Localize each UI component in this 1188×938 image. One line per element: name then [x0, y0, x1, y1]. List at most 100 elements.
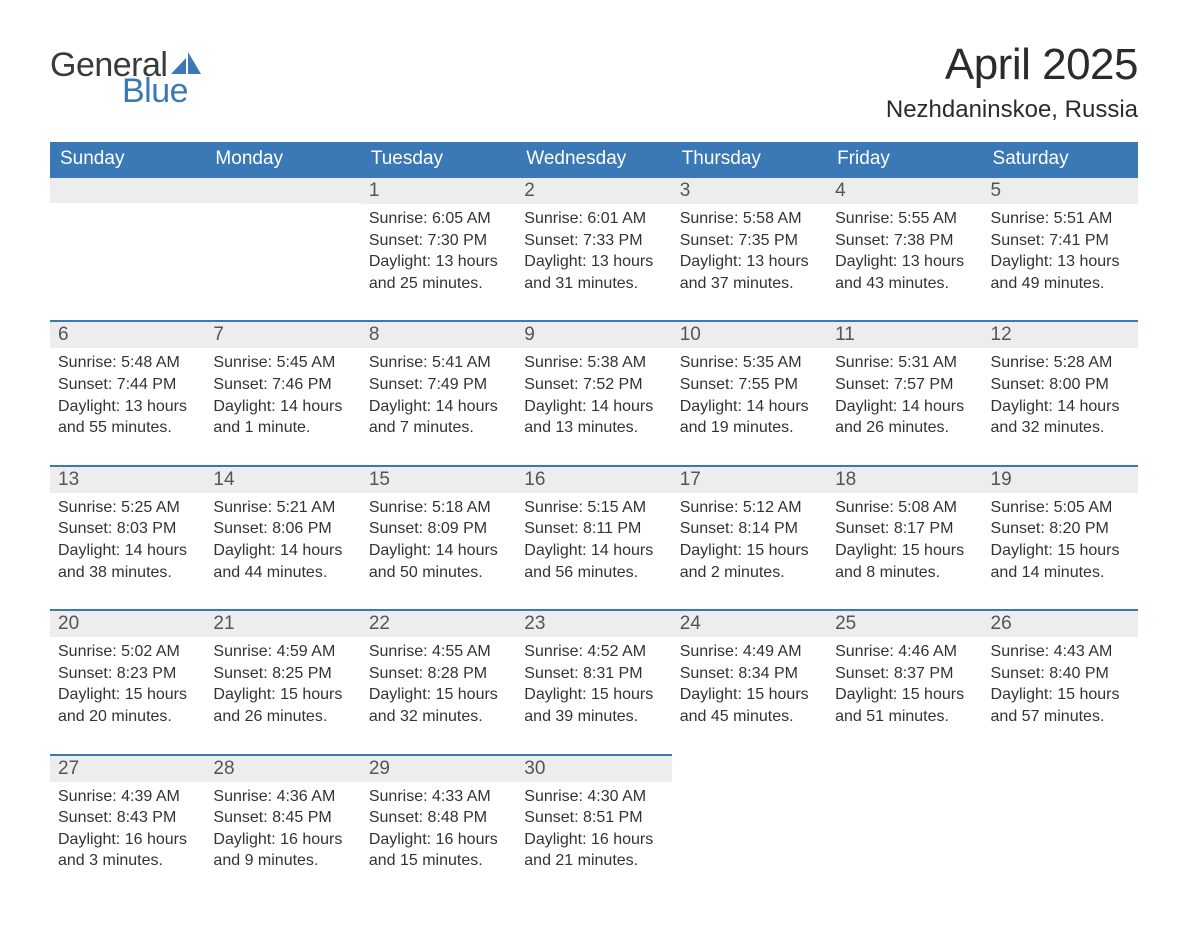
calendar-day — [205, 177, 360, 321]
day-details — [50, 203, 205, 303]
day-header: Saturday — [983, 142, 1138, 177]
location-label: Nezhdaninskoe, Russia — [886, 96, 1138, 124]
day-details: Sunrise: 5:58 AMSunset: 7:35 PMDaylight:… — [672, 204, 827, 320]
calendar-day: 11Sunrise: 5:31 AMSunset: 7:57 PMDayligh… — [827, 321, 982, 465]
calendar-day: 12Sunrise: 5:28 AMSunset: 8:00 PMDayligh… — [983, 321, 1138, 465]
day-details: Sunrise: 5:45 AMSunset: 7:46 PMDaylight:… — [205, 348, 360, 464]
calendar-day: 24Sunrise: 4:49 AMSunset: 8:34 PMDayligh… — [672, 610, 827, 754]
day-details: Sunrise: 4:49 AMSunset: 8:34 PMDaylight:… — [672, 637, 827, 753]
calendar-day: 27Sunrise: 4:39 AMSunset: 8:43 PMDayligh… — [50, 755, 205, 898]
calendar-day — [50, 177, 205, 321]
day-details: Sunrise: 5:48 AMSunset: 7:44 PMDaylight:… — [50, 348, 205, 464]
calendar-day — [672, 755, 827, 898]
day-header-row: Sunday Monday Tuesday Wednesday Thursday… — [50, 142, 1138, 177]
calendar-day: 10Sunrise: 5:35 AMSunset: 7:55 PMDayligh… — [672, 321, 827, 465]
day-number: 30 — [516, 756, 671, 782]
day-number: 15 — [361, 467, 516, 493]
calendar-day: 25Sunrise: 4:46 AMSunset: 8:37 PMDayligh… — [827, 610, 982, 754]
day-details: Sunrise: 6:01 AMSunset: 7:33 PMDaylight:… — [516, 204, 671, 320]
calendar-day: 1Sunrise: 6:05 AMSunset: 7:30 PMDaylight… — [361, 177, 516, 321]
calendar-day: 4Sunrise: 5:55 AMSunset: 7:38 PMDaylight… — [827, 177, 982, 321]
header: General Blue April 2025 Nezhdaninskoe, R… — [50, 40, 1138, 124]
day-details: Sunrise: 4:39 AMSunset: 8:43 PMDaylight:… — [50, 782, 205, 898]
day-number: 3 — [672, 178, 827, 204]
calendar-day: 8Sunrise: 5:41 AMSunset: 7:49 PMDaylight… — [361, 321, 516, 465]
calendar-week: 1Sunrise: 6:05 AMSunset: 7:30 PMDaylight… — [50, 177, 1138, 321]
day-details: Sunrise: 5:41 AMSunset: 7:49 PMDaylight:… — [361, 348, 516, 464]
day-details: Sunrise: 5:31 AMSunset: 7:57 PMDaylight:… — [827, 348, 982, 464]
day-number: 6 — [50, 322, 205, 348]
day-details: Sunrise: 5:35 AMSunset: 7:55 PMDaylight:… — [672, 348, 827, 464]
day-details: Sunrise: 5:38 AMSunset: 7:52 PMDaylight:… — [516, 348, 671, 464]
calendar-day: 9Sunrise: 5:38 AMSunset: 7:52 PMDaylight… — [516, 321, 671, 465]
day-number: 13 — [50, 467, 205, 493]
day-details: Sunrise: 4:30 AMSunset: 8:51 PMDaylight:… — [516, 782, 671, 898]
day-details: Sunrise: 5:18 AMSunset: 8:09 PMDaylight:… — [361, 493, 516, 609]
day-details: Sunrise: 5:51 AMSunset: 7:41 PMDaylight:… — [983, 204, 1138, 320]
day-number: 25 — [827, 611, 982, 637]
day-details — [983, 780, 1138, 880]
day-number: 22 — [361, 611, 516, 637]
calendar-week: 20Sunrise: 5:02 AMSunset: 8:23 PMDayligh… — [50, 610, 1138, 754]
calendar-day: 17Sunrise: 5:12 AMSunset: 8:14 PMDayligh… — [672, 466, 827, 610]
calendar-day: 30Sunrise: 4:30 AMSunset: 8:51 PMDayligh… — [516, 755, 671, 898]
calendar-day: 13Sunrise: 5:25 AMSunset: 8:03 PMDayligh… — [50, 466, 205, 610]
day-number: 14 — [205, 467, 360, 493]
day-number: 8 — [361, 322, 516, 348]
day-number — [672, 755, 827, 780]
day-number: 11 — [827, 322, 982, 348]
day-number: 10 — [672, 322, 827, 348]
day-number: 27 — [50, 756, 205, 782]
page-title: April 2025 — [886, 40, 1138, 90]
day-number — [983, 755, 1138, 780]
calendar-day: 23Sunrise: 4:52 AMSunset: 8:31 PMDayligh… — [516, 610, 671, 754]
calendar-day — [983, 755, 1138, 898]
day-details: Sunrise: 5:55 AMSunset: 7:38 PMDaylight:… — [827, 204, 982, 320]
day-number: 7 — [205, 322, 360, 348]
calendar-week: 6Sunrise: 5:48 AMSunset: 7:44 PMDaylight… — [50, 321, 1138, 465]
logo: General Blue — [50, 40, 201, 108]
day-details: Sunrise: 4:43 AMSunset: 8:40 PMDaylight:… — [983, 637, 1138, 753]
day-number — [50, 178, 205, 203]
day-number: 28 — [205, 756, 360, 782]
calendar-day: 16Sunrise: 5:15 AMSunset: 8:11 PMDayligh… — [516, 466, 671, 610]
day-details: Sunrise: 4:36 AMSunset: 8:45 PMDaylight:… — [205, 782, 360, 898]
day-details: Sunrise: 5:02 AMSunset: 8:23 PMDaylight:… — [50, 637, 205, 753]
day-details: Sunrise: 5:15 AMSunset: 8:11 PMDaylight:… — [516, 493, 671, 609]
day-number: 1 — [361, 178, 516, 204]
day-number: 24 — [672, 611, 827, 637]
calendar-day: 26Sunrise: 4:43 AMSunset: 8:40 PMDayligh… — [983, 610, 1138, 754]
day-details: Sunrise: 4:46 AMSunset: 8:37 PMDaylight:… — [827, 637, 982, 753]
day-number: 17 — [672, 467, 827, 493]
logo-word-blue: Blue — [122, 74, 201, 108]
calendar-day: 20Sunrise: 5:02 AMSunset: 8:23 PMDayligh… — [50, 610, 205, 754]
calendar-day — [827, 755, 982, 898]
calendar-day: 28Sunrise: 4:36 AMSunset: 8:45 PMDayligh… — [205, 755, 360, 898]
day-number — [205, 178, 360, 203]
calendar-day: 18Sunrise: 5:08 AMSunset: 8:17 PMDayligh… — [827, 466, 982, 610]
calendar-table: Sunday Monday Tuesday Wednesday Thursday… — [50, 142, 1138, 898]
calendar-day: 7Sunrise: 5:45 AMSunset: 7:46 PMDaylight… — [205, 321, 360, 465]
day-header: Monday — [205, 142, 360, 177]
day-number: 23 — [516, 611, 671, 637]
day-details: Sunrise: 5:05 AMSunset: 8:20 PMDaylight:… — [983, 493, 1138, 609]
day-number: 4 — [827, 178, 982, 204]
day-number: 20 — [50, 611, 205, 637]
day-details — [827, 780, 982, 880]
day-header: Sunday — [50, 142, 205, 177]
day-details: Sunrise: 5:25 AMSunset: 8:03 PMDaylight:… — [50, 493, 205, 609]
day-details: Sunrise: 5:28 AMSunset: 8:00 PMDaylight:… — [983, 348, 1138, 464]
calendar-day: 5Sunrise: 5:51 AMSunset: 7:41 PMDaylight… — [983, 177, 1138, 321]
calendar-day: 2Sunrise: 6:01 AMSunset: 7:33 PMDaylight… — [516, 177, 671, 321]
calendar-day: 14Sunrise: 5:21 AMSunset: 8:06 PMDayligh… — [205, 466, 360, 610]
day-header: Friday — [827, 142, 982, 177]
day-number: 16 — [516, 467, 671, 493]
day-number: 29 — [361, 756, 516, 782]
day-number: 12 — [983, 322, 1138, 348]
title-block: April 2025 Nezhdaninskoe, Russia — [886, 40, 1138, 124]
calendar-week: 13Sunrise: 5:25 AMSunset: 8:03 PMDayligh… — [50, 466, 1138, 610]
day-details: Sunrise: 5:12 AMSunset: 8:14 PMDaylight:… — [672, 493, 827, 609]
calendar-day: 6Sunrise: 5:48 AMSunset: 7:44 PMDaylight… — [50, 321, 205, 465]
day-header: Thursday — [672, 142, 827, 177]
day-details: Sunrise: 4:55 AMSunset: 8:28 PMDaylight:… — [361, 637, 516, 753]
